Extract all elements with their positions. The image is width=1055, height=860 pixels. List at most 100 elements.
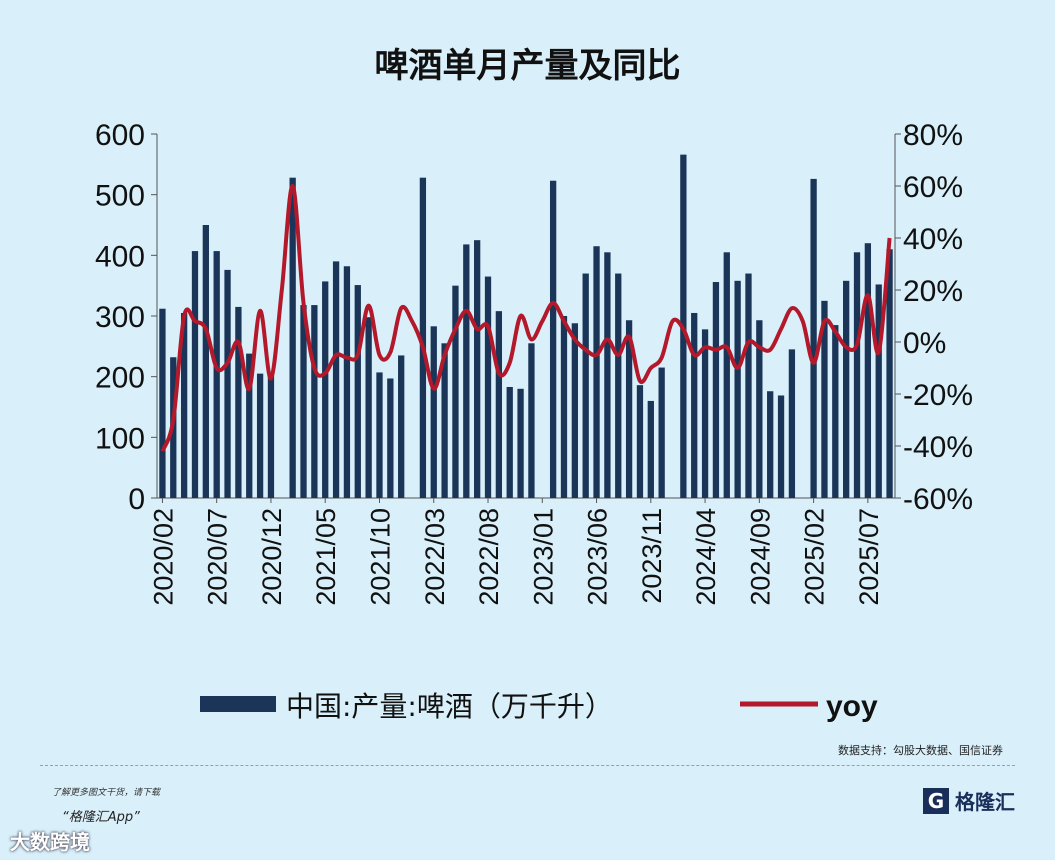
bar-2024-04: [701, 329, 709, 498]
x-tick-label-2020-02: 2020/02: [148, 508, 178, 606]
bar-2022-02: [419, 177, 427, 498]
chart-title: 啤酒单月产量及同比: [374, 46, 681, 86]
x-tick-label-2024-04: 2024/04: [691, 508, 721, 606]
bar-2023-04: [571, 323, 578, 498]
bar-2021-08: [354, 285, 361, 498]
brand-logo-icon: G: [923, 787, 949, 814]
left-tick-label-400: 400: [95, 240, 145, 273]
bar-2020-06: [202, 225, 209, 498]
x-tick-label-2021-05: 2021/05: [311, 508, 341, 606]
bar-2023-07: [604, 252, 611, 498]
x-tick-label-2021-10: 2021/10: [365, 508, 395, 606]
bar-2023-09: [625, 320, 633, 498]
bar-2023-12: [658, 367, 665, 498]
bar-2021-05: [322, 281, 329, 498]
bar-2023-05: [582, 273, 589, 498]
bar-2025-02: [810, 178, 817, 499]
x-tick-label-2022-08: 2022/08: [474, 508, 504, 606]
legend-bar-swatch: [200, 696, 276, 712]
bar-2021-11: [387, 378, 394, 498]
left-tick-label-600: 600: [95, 119, 145, 152]
bar-2024-12: [788, 349, 796, 498]
bar-2023-10: [636, 385, 644, 498]
yoy-line-series: [160, 183, 892, 452]
bar-2022-03: [430, 326, 437, 498]
brand-logo-text: 格隆汇: [955, 790, 1015, 814]
bar-2025-07: [864, 243, 872, 498]
bar-2020-05: [191, 251, 199, 498]
legend-bar-label: 中国:产量:啤酒（万千升）: [286, 690, 613, 723]
bar-2021-03: [300, 305, 307, 498]
bar-2025-04: [832, 325, 839, 498]
bar-2025-05: [843, 280, 850, 498]
bar-2023-11: [647, 400, 654, 498]
bar-2022-12: [528, 343, 535, 498]
right-tick-label-2: -20%: [903, 379, 973, 412]
bar-2024-08: [745, 273, 752, 498]
bar-2025-03: [821, 300, 828, 498]
bar-2024-11: [777, 395, 785, 498]
bar-2022-10: [506, 386, 513, 498]
x-tick-label-2025-07: 2025/07: [854, 508, 884, 606]
yoy-line: [160, 183, 892, 452]
bar-2021-02: [289, 177, 296, 498]
bar-2022-11: [517, 388, 524, 498]
bar-2025-08: [875, 284, 882, 498]
bar-2020-07: [213, 251, 220, 498]
bar-2023-02: [549, 180, 557, 499]
right-axis-ticks: -60% -40% -20% 0% 20% 40% 60% 80%: [895, 119, 973, 516]
download-note: 了解更多图文干货，请下载: [52, 788, 161, 798]
bar-2023-08: [615, 273, 622, 498]
app-name: “格隆汇App”: [62, 810, 140, 825]
left-axis-ticks: 0 100 200 300 400 500 600: [95, 119, 157, 516]
bar-2024-09: [756, 320, 763, 498]
right-tick-label-6: 60%: [903, 171, 963, 204]
bar-2022-07: [474, 240, 481, 498]
bar-2021-12: [398, 355, 405, 498]
x-tick-label-2023-01: 2023/01: [528, 508, 558, 606]
bar-2020-02: [159, 308, 166, 498]
right-tick-label-5: 40%: [903, 223, 963, 256]
bar-2023-06: [593, 246, 600, 498]
right-tick-label-4: 20%: [903, 275, 963, 308]
bar-2021-06: [332, 261, 340, 498]
bar-2022-09: [495, 311, 503, 498]
x-tick-label-2023-06: 2023/06: [583, 508, 613, 606]
bar-2022-05: [452, 285, 459, 498]
bar-2023-03: [560, 316, 568, 498]
bar-2021-09: [365, 317, 372, 498]
corner-watermark: 大数跨境: [10, 830, 90, 854]
bar-2021-07: [343, 266, 351, 498]
x-tick-label-2023-11: 2023/11: [637, 508, 667, 604]
bar-2022-04: [441, 343, 448, 498]
bar-2021-10: [376, 372, 383, 498]
bar-2025-09: [886, 249, 893, 498]
x-tick-label-2020-12: 2020/12: [257, 508, 287, 606]
legend: 中国:产量:啤酒（万千升） yoy: [200, 690, 878, 723]
footer-divider: [40, 765, 1015, 766]
bar-2024-05: [712, 282, 720, 498]
bar-series: [159, 154, 893, 499]
left-tick-label-100: 100: [95, 422, 145, 455]
data-source: 数据支持：勾股大数据、国信证券: [838, 744, 1003, 757]
bar-2021-04: [311, 305, 318, 498]
left-tick-label-500: 500: [95, 180, 145, 213]
bar-2020-08: [224, 269, 231, 498]
bar-2020-11: [256, 373, 264, 498]
bar-2025-06: [853, 252, 861, 498]
left-tick-label-300: 300: [95, 301, 145, 334]
bar-2020-12: [267, 373, 275, 498]
left-tick-label-200: 200: [95, 362, 145, 395]
right-tick-label-7: 80%: [903, 119, 963, 152]
left-tick-label-0: 0: [128, 483, 145, 516]
bar-2024-10: [767, 391, 774, 498]
x-tick-label-2022-03: 2022/03: [420, 508, 450, 606]
bar-2022-06: [463, 244, 470, 498]
bar-2020-10: [246, 353, 253, 498]
right-tick-label-3: 0%: [903, 327, 946, 360]
brand-logo[interactable]: G 格隆汇: [923, 786, 1015, 815]
right-tick-label-0: -60%: [903, 483, 973, 516]
bar-2022-08: [484, 276, 492, 498]
right-tick-label-1: -40%: [903, 431, 973, 464]
